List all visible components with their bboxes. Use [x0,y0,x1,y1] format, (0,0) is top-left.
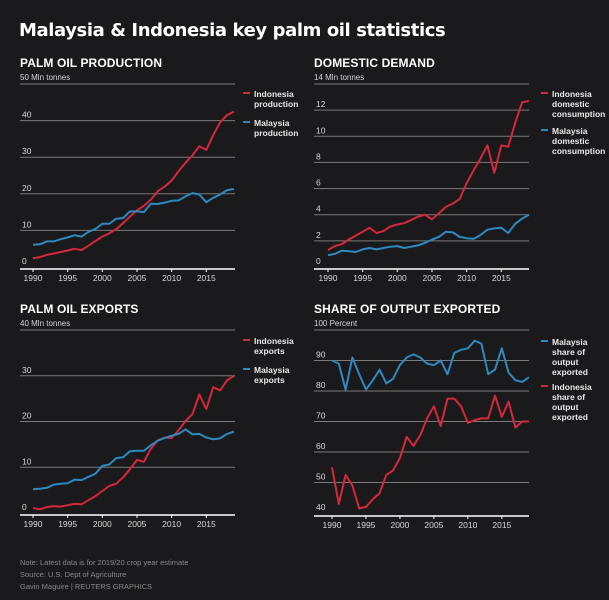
x-tick-label: 2015 [197,519,216,529]
series-line-indonesia [327,100,530,251]
y-tick-label: 8 [316,151,321,161]
legend-label: Malaysia exports [254,365,290,385]
y-tick-label: 6 [316,178,321,188]
legend-label: Malaysia share of output exported [552,337,588,377]
x-tick-label: 2005 [128,273,147,283]
x-tick-label: 2010 [458,520,477,530]
series-line-indonesia [32,374,235,511]
production-unit-label: 50 Mln tonnes [20,73,71,82]
share-unit-label: 100 Percent [314,319,358,328]
legend-label: Indonesia exports [254,336,294,356]
demand-title: DOMESTIC DEMAND [314,56,435,70]
x-tick-label: 2015 [492,273,511,283]
exports-title: PALM OIL EXPORTS [20,302,139,316]
legend-item-malaysia-demand: Malaysia domestic consumption [541,126,605,156]
legend-item-malaysia-exports: Malaysia exports [243,365,289,385]
legend-swatch-indonesia [243,339,250,341]
series-line-indonesia [331,394,529,510]
x-tick-label: 2000 [93,273,112,283]
share-title: SHARE OF OUTPUT EXPORTED [314,302,501,316]
x-tick-label: 2005 [128,519,147,529]
exports-chart: 0 10 20 30 1990 1995 2000 2005 2010 2015 [20,329,235,529]
legend-label: Indonesia domestic consumption [552,89,606,119]
series-line-malaysia [32,188,235,246]
page-title: Malaysia & Indonesia key palm oil statis… [19,20,446,41]
y-tick-label: 10 [22,219,32,229]
x-tick-label: 2015 [492,520,511,530]
x-tick-label: 2010 [162,519,181,529]
demand-unit-label: 14 Mln tonnes [314,73,365,82]
x-tick-label: 1990 [24,519,43,529]
legend-swatch-malaysia [243,121,250,123]
legend-item-indonesia-exports: Indonesia exports [243,336,294,356]
production-title: PALM OIL PRODUCTION [20,56,163,70]
x-tick-label: 2010 [457,273,476,283]
footer-credit: Gavin Maguire | REUTERS GRAPHICS [20,582,152,591]
y-tick-label: 80 [316,380,326,390]
legend-item-indonesia-share: Indonesia share of output exported [541,382,592,422]
y-tick-label: 60 [316,441,326,451]
legend-swatch-indonesia [243,92,250,94]
y-tick-label: 10 [316,125,326,135]
x-tick-label: 2005 [423,273,442,283]
legend-label: Indonesia share of output exported [552,382,592,422]
legend-swatch-malaysia [541,340,548,342]
exports-unit-label: 40 Mln tonnes [20,319,71,328]
x-tick-label: 2000 [93,519,112,529]
x-tick-label: 1995 [353,273,372,283]
production-chart: 0 10 20 30 40 1990 1995 2000 2005 2010 2015 [20,83,235,283]
y-tick-label: 20 [22,183,32,193]
y-tick-label: 40 [22,110,32,120]
x-tick-label: 2015 [197,273,216,283]
y-tick-label: 70 [316,411,326,421]
x-tick-label: 1995 [58,519,77,529]
x-tick-label: 2000 [388,273,407,283]
x-tick-label: 1995 [58,273,77,283]
x-tick-label: 1995 [357,520,376,530]
legend-item-indonesia-production: Indonesia production [243,89,298,109]
series-line-malaysia [327,213,530,257]
legend-item-malaysia-share: Malaysia share of output exported [541,337,588,377]
demand-chart: 0 2 4 6 8 10 12 1990 1995 2000 2005 2010 2015 [314,83,530,283]
footer-source: Source: U.S. Dept of Agriculture [20,570,127,579]
y-tick-label: 2 [316,230,321,240]
y-tick-label: 30 [22,365,32,375]
legend-item-indonesia-demand: Indonesia domestic consumption [541,89,605,119]
y-tick-label: 30 [22,146,32,156]
y-tick-label: 90 [316,350,326,360]
y-tick-label: 0 [22,502,27,512]
legend-label: Indonesia production [254,89,299,109]
legend-label: Malaysia production [254,118,299,138]
x-tick-label: 1990 [323,520,342,530]
legend-label: Malaysia domestic consumption [552,126,606,156]
x-tick-label: 1990 [24,273,43,283]
y-tick-label: 12 [316,99,326,109]
series-line-malaysia [32,428,235,491]
legend-swatch-indonesia [541,385,548,387]
y-tick-label: 0 [316,256,321,266]
share-chart: 40 50 60 70 80 90 1990 1995 2000 2005 2010 2015 [314,329,530,530]
y-tick-label: 20 [22,411,32,421]
footer: Note: Latest data is for 2019/20 crop ye… [20,557,188,593]
x-tick-label: 1990 [319,273,338,283]
y-tick-label: 4 [316,204,321,214]
y-tick-label: 50 [316,472,326,482]
series-line-malaysia [331,339,530,391]
series-line-indonesia [32,110,235,260]
legend-swatch-malaysia [541,129,548,131]
legend-item-malaysia-production: Malaysia production [243,118,298,138]
footer-note: Note: Latest data is for 2019/20 crop ye… [20,558,189,567]
x-tick-label: 2005 [424,520,443,530]
y-tick-label: 0 [22,256,27,266]
y-tick-label: 10 [22,456,32,466]
y-tick-label: 40 [316,502,326,512]
legend-swatch-malaysia [243,368,250,370]
x-tick-label: 2010 [162,273,181,283]
x-tick-label: 2000 [390,520,409,530]
legend-swatch-indonesia [541,92,548,94]
